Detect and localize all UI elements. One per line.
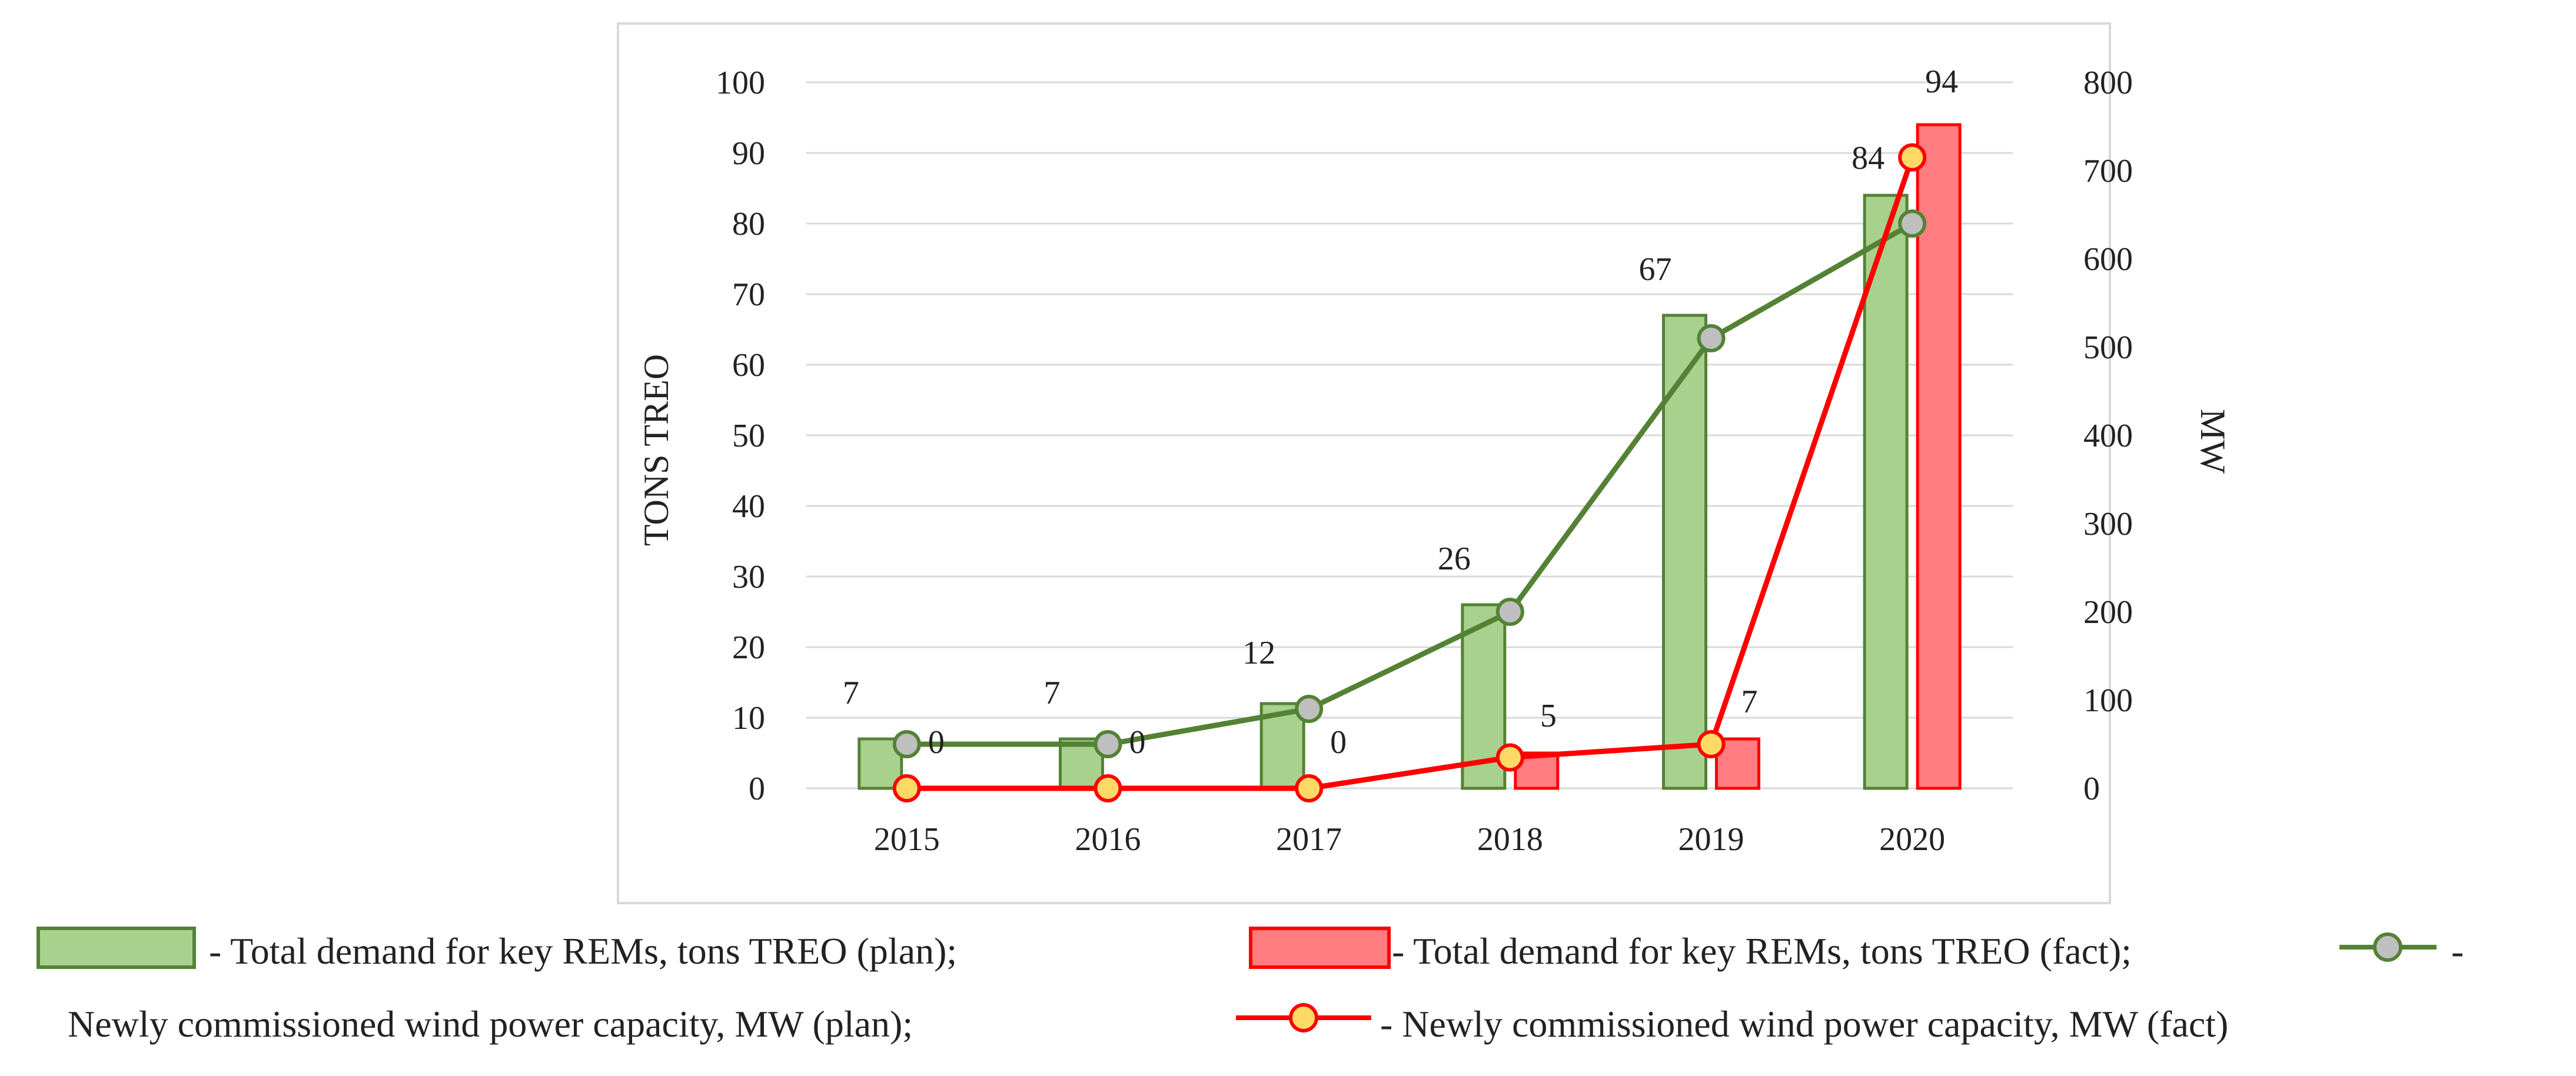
legend-marker-fact-line xyxy=(1289,1003,1318,1032)
data-label: 94 xyxy=(1925,64,1958,100)
data-label: 7 xyxy=(843,675,859,711)
series-line xyxy=(906,156,1915,791)
y-left-tick-label: 100 xyxy=(716,65,765,101)
line-point xyxy=(1697,730,1726,758)
legend-text-plan-bar: - Total demand for key REMs, tons TREO (… xyxy=(209,930,957,972)
data-label: 84 xyxy=(1852,140,1884,176)
x-tick-label: 2020 xyxy=(1879,821,1945,858)
y-left-tick-label: 90 xyxy=(732,135,765,172)
data-label: 0 xyxy=(1330,724,1347,761)
data-label: 5 xyxy=(1540,698,1557,734)
bar xyxy=(1863,194,1909,790)
legend-text-plan-line: Newly commissioned wind power capacity, … xyxy=(68,1003,913,1045)
y-right-tick-label: 400 xyxy=(2083,418,2133,454)
legend-marker-plan-line xyxy=(2373,932,2402,962)
y-left-tick-label: 10 xyxy=(732,700,765,737)
legend-text-fact-bar: - Total demand for key REMs, tons TREO (… xyxy=(1392,930,2132,972)
y-left-axis-title: TONS TREO xyxy=(637,354,676,546)
y-left-tick-label: 20 xyxy=(732,629,765,666)
data-label: 7 xyxy=(1741,684,1758,720)
x-tick-label: 2018 xyxy=(1477,821,1543,858)
legend-text-plan-line-dash: - xyxy=(2451,930,2464,972)
bar xyxy=(1715,737,1760,790)
bar xyxy=(1916,123,1962,790)
data-label: 12 xyxy=(1242,635,1275,671)
y-left-tick-label: 70 xyxy=(732,277,765,313)
y-left-tick-label: 50 xyxy=(732,418,765,454)
legend-swatch-fact-bar xyxy=(1249,927,1391,969)
y-left-tick-label: 80 xyxy=(732,206,765,242)
bar xyxy=(1662,314,1707,790)
y-left-tick-label: 60 xyxy=(732,347,765,384)
bar xyxy=(857,737,903,790)
y-right-tick-label: 300 xyxy=(2083,506,2133,542)
data-label: 67 xyxy=(1639,251,1672,288)
line-point xyxy=(1898,209,1927,238)
y-right-tick-label: 0 xyxy=(2083,771,2100,807)
x-tick-label: 2015 xyxy=(874,821,940,858)
line-point xyxy=(1093,730,1122,758)
series-line xyxy=(906,221,1914,747)
y-right-tick-label: 100 xyxy=(2083,682,2133,719)
line-point xyxy=(1495,743,1524,772)
x-tick-label: 2019 xyxy=(1678,821,1744,858)
line-point xyxy=(1295,774,1324,802)
x-tick-label: 2017 xyxy=(1276,821,1342,858)
y-left-tick-label: 30 xyxy=(732,559,765,595)
line-point xyxy=(1495,598,1524,626)
y-right-tick-label: 700 xyxy=(2083,153,2133,189)
line-point xyxy=(1093,774,1122,802)
line-point xyxy=(1898,143,1927,172)
legend: - Total demand for key REMs, tons TREO (… xyxy=(36,927,2464,1045)
legend-text-fact-line: - Newly commissioned wind power capacity… xyxy=(1380,1003,2228,1045)
y-right-axis-title: MW xyxy=(2193,409,2232,474)
legend-swatch-plan-bar xyxy=(36,927,196,969)
y-right-tick-label: 500 xyxy=(2083,329,2133,366)
line-point xyxy=(1697,324,1726,352)
y-right-tick-label: 200 xyxy=(2083,594,2133,631)
line-point xyxy=(1295,695,1324,723)
x-tick-label: 2016 xyxy=(1075,821,1141,858)
y-right-tick-label: 600 xyxy=(2083,241,2133,278)
data-label: 26 xyxy=(1438,541,1471,577)
data-label: 0 xyxy=(1129,724,1146,761)
y-left-tick-label: 40 xyxy=(732,488,765,525)
line-point xyxy=(892,774,921,802)
y-left-tick-label: 0 xyxy=(749,771,765,807)
data-label: 0 xyxy=(928,724,945,761)
line-point xyxy=(892,730,921,758)
y-right-tick-label: 800 xyxy=(2083,65,2133,101)
data-label: 7 xyxy=(1044,675,1061,711)
